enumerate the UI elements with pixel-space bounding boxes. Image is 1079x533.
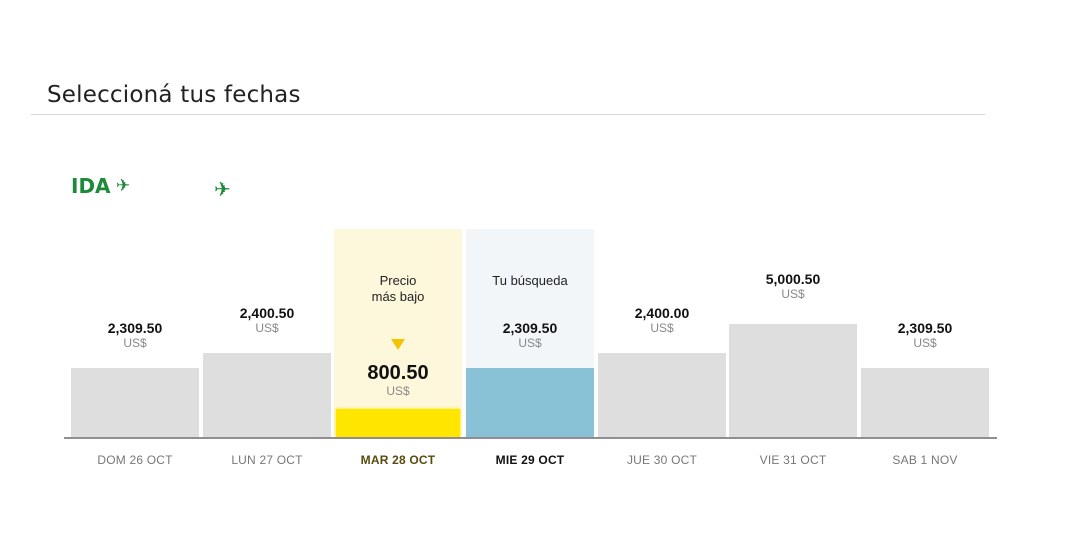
price-amount: 2,400.00 [634, 305, 690, 321]
price-label: 5,000.50 US$ [729, 271, 857, 302]
direction-label: IDA [71, 174, 111, 198]
price-bar[interactable] [729, 324, 857, 437]
date-label[interactable]: LUN 27 OCT [231, 453, 303, 467]
price-label: 2,400.50 US$ [203, 305, 331, 336]
date-label[interactable]: MAR 28 OCT [360, 453, 436, 467]
price-currency: US$ [913, 336, 937, 350]
price-label: 800.50 US$ [334, 362, 462, 399]
price-amount: 2,309.50 [502, 320, 558, 336]
date-label[interactable]: VIE 31 OCT [759, 453, 827, 467]
search-caption: Tu búsqueda [492, 273, 568, 288]
price-amount: 2,309.50 [897, 320, 953, 336]
caption-line: más bajo [371, 289, 425, 304]
price-label: 2,400.00 US$ [598, 305, 726, 336]
price-bar[interactable] [861, 368, 989, 437]
lowest-marker-icon [391, 339, 405, 350]
price-bar[interactable] [336, 409, 460, 437]
price-currency: US$ [123, 336, 147, 350]
lowest-price-caption: Precio más bajo [334, 273, 462, 305]
date-label[interactable]: MIE 29 OCT [495, 453, 565, 467]
price-amount: 2,309.50 [107, 320, 163, 336]
price-amount: 800.50 [367, 362, 429, 384]
day-column-2[interactable]: 2,400.50 US$ [203, 229, 331, 437]
title-divider [31, 114, 985, 115]
price-bar[interactable] [466, 368, 594, 437]
price-currency: US$ [255, 321, 279, 335]
day-column-lowest[interactable]: Precio más bajo 800.50 US$ [334, 229, 462, 437]
price-currency: US$ [386, 384, 410, 398]
plane-takeoff-icon: ✈ [116, 176, 131, 195]
day-column-7[interactable]: 2,309.50 US$ [861, 229, 989, 437]
price-currency: US$ [781, 287, 805, 301]
price-label: 2,309.50 US$ [466, 320, 594, 351]
day-column-6[interactable]: 5,000.50 US$ [729, 229, 857, 437]
price-currency: US$ [518, 336, 542, 350]
day-column-search[interactable]: Tu búsqueda 2,309.50 US$ [466, 229, 594, 437]
price-label: 2,309.50 US$ [861, 320, 989, 351]
caption-line: Precio [379, 273, 417, 288]
day-column-1[interactable]: 2,309.50 US$ [71, 229, 199, 437]
price-label: 2,309.50 US$ [71, 320, 199, 351]
price-amount: 2,400.50 [239, 305, 295, 321]
date-label[interactable]: SAB 1 NOV [892, 453, 958, 467]
price-bar[interactable] [598, 353, 726, 437]
date-label[interactable]: DOM 26 OCT [97, 453, 173, 467]
plane-icon: ✈ [214, 179, 231, 201]
day-column-5[interactable]: 2,400.00 US$ [598, 229, 726, 437]
price-amount: 5,000.50 [765, 271, 821, 287]
chart-baseline [64, 437, 997, 439]
price-bar[interactable] [203, 353, 331, 437]
price-currency: US$ [650, 321, 674, 335]
page-title: Seleccioná tus fechas [47, 82, 301, 108]
price-bar[interactable] [71, 368, 199, 437]
date-label[interactable]: JUE 30 OCT [626, 453, 697, 467]
